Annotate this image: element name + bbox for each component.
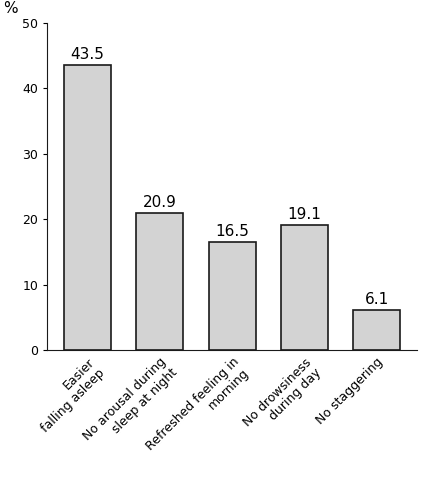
Bar [64,65,111,350]
Bar [136,213,183,350]
Text: 43.5: 43.5 [70,47,104,62]
Bar [209,242,256,350]
Y-axis label: %: % [3,1,17,16]
Text: 19.1: 19.1 [287,206,321,222]
Text: 16.5: 16.5 [215,224,249,238]
Bar [353,310,400,350]
Text: 6.1: 6.1 [365,292,389,307]
Bar [281,225,328,350]
Text: 20.9: 20.9 [143,195,177,210]
